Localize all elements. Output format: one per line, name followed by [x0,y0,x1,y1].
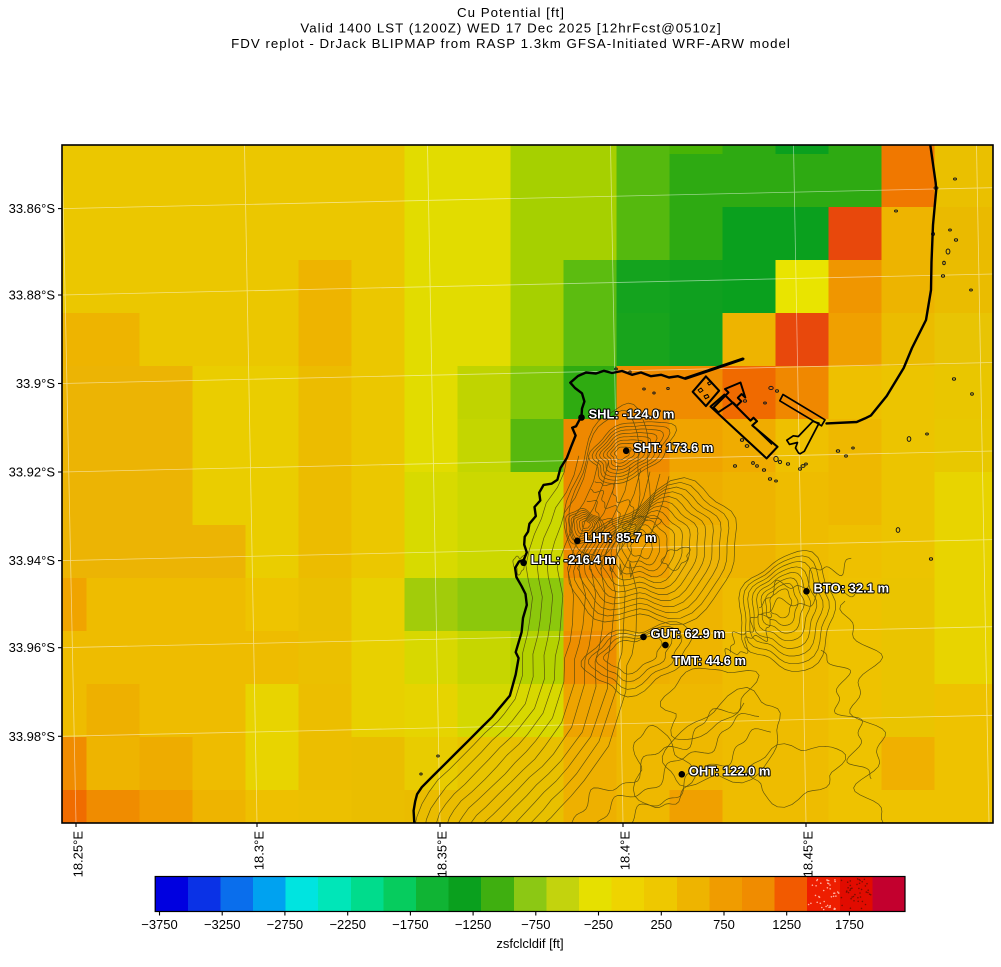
svg-text:33.92°S: 33.92°S [9,465,56,480]
svg-text:−1250: −1250 [455,917,492,932]
svg-text:Cu Potential [ft]: Cu Potential [ft] [457,5,565,20]
svg-text:SHT: 173.6 m: SHT: 173.6 m [633,440,713,455]
svg-text:33.94°S: 33.94°S [9,553,56,568]
svg-text:FDV replot - DrJack BLIPMAP fr: FDV replot - DrJack BLIPMAP from RASP 1.… [231,36,791,51]
svg-text:18.45°E: 18.45°E [801,831,816,878]
svg-text:zsfclcldif [ft]: zsfclcldif [ft] [496,936,563,951]
svg-text:250: 250 [650,917,672,932]
svg-text:OHT: 122.0 m: OHT: 122.0 m [689,763,771,778]
svg-text:18.25°E: 18.25°E [71,831,86,878]
svg-text:33.86°S: 33.86°S [9,201,56,216]
svg-text:−3250: −3250 [204,917,241,932]
svg-text:−750: −750 [521,917,550,932]
svg-text:LHT: 85.7 m: LHT: 85.7 m [584,530,656,545]
svg-text:750: 750 [713,917,735,932]
svg-text:33.98°S: 33.98°S [9,729,56,744]
svg-text:TMT: 44.6 m: TMT: 44.6 m [672,653,746,668]
svg-text:1250: 1250 [772,917,801,932]
svg-text:SHL: -124.0 m: SHL: -124.0 m [589,407,675,422]
svg-text:18.35°E: 18.35°E [435,831,450,878]
svg-text:LHL: -216.4 m: LHL: -216.4 m [531,552,616,567]
svg-text:−2750: −2750 [267,917,304,932]
svg-text:18.3°E: 18.3°E [252,831,267,871]
svg-text:−250: −250 [584,917,613,932]
svg-text:Valid 1400 LST (1200Z) WED 17: Valid 1400 LST (1200Z) WED 17 Dec 2025 [… [300,21,721,36]
svg-text:GUT: 62.9 m: GUT: 62.9 m [651,626,725,641]
svg-text:33.96°S: 33.96°S [9,640,56,655]
svg-text:18.4°E: 18.4°E [618,831,633,871]
svg-text:−1750: −1750 [392,917,429,932]
svg-text:1750: 1750 [835,917,864,932]
svg-text:BTO: 32.1 m: BTO: 32.1 m [814,580,890,595]
svg-text:−2250: −2250 [329,917,366,932]
svg-text:33.9°S: 33.9°S [16,376,56,391]
svg-text:33.88°S: 33.88°S [9,288,56,303]
svg-text:−3750: −3750 [141,917,178,932]
